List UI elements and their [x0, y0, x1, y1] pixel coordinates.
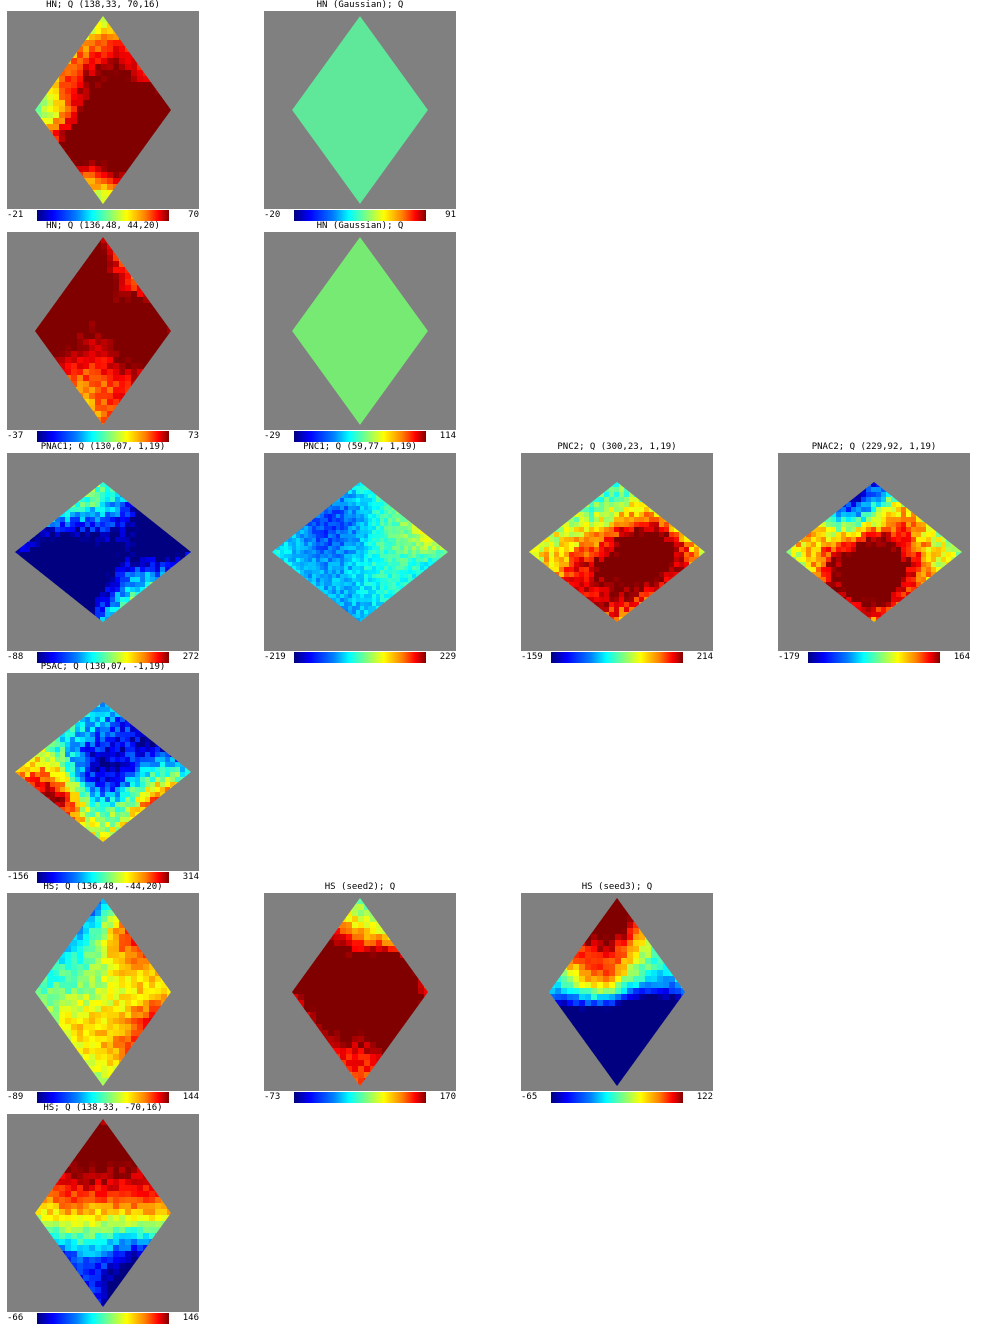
- map-panel: PNC1; Q (59,77, 1,19) -219 229: [264, 442, 456, 668]
- map-panel: PNAC1; Q (130,07, 1,19) -88 272: [7, 442, 199, 668]
- panel-title: HS (seed2); Q: [264, 882, 456, 893]
- map-field: [529, 482, 710, 623]
- colorbar-min-label: -179: [778, 651, 800, 664]
- map-panel: HS; Q (138,33, -70,16) -66 146: [7, 1103, 199, 1329]
- colorbar: -159 214: [521, 651, 713, 664]
- sky-map: [7, 1114, 199, 1312]
- colorbar-min-label: -219: [264, 651, 286, 664]
- map-panel: PNAC2; Q (229,92, 1,19) -179 164: [778, 442, 970, 668]
- colorbar-gradient: [37, 210, 169, 221]
- colorbar: -66 146: [7, 1312, 199, 1325]
- map-panel: HN (Gaussian); Q -20 91: [264, 0, 456, 226]
- map-field: [15, 482, 196, 623]
- sky-map: [7, 673, 199, 871]
- sky-map: [264, 453, 456, 651]
- colorbar: -179 164: [778, 651, 970, 664]
- colorbar-max-label: 122: [697, 1091, 713, 1104]
- panel-title: HS; Q (138,33, -70,16): [7, 1103, 199, 1114]
- panel-title: PNC2; Q (300,23, 1,19): [521, 442, 713, 453]
- map-field: [292, 898, 431, 1091]
- sky-map: [264, 893, 456, 1091]
- map-panel: HN; Q (136,48, 44,20) -37 73: [7, 221, 199, 447]
- panel-title: PNC1; Q (59,77, 1,19): [264, 442, 456, 453]
- colorbar-gradient: [808, 652, 940, 663]
- map-field: [549, 898, 688, 1091]
- map-field: [292, 16, 428, 204]
- panel-title: HS; Q (136,48, -44,20): [7, 882, 199, 893]
- colorbar-gradient: [294, 1092, 426, 1103]
- panel-title: PNAC1; Q (130,07, 1,19): [7, 442, 199, 453]
- map-field: [35, 16, 174, 209]
- sky-map: [521, 893, 713, 1091]
- colorbar-min-label: -65: [521, 1091, 537, 1104]
- map-panel: PNC2; Q (300,23, 1,19) -159 214: [521, 442, 713, 668]
- sky-map: [521, 453, 713, 651]
- panel-title: HN (Gaussian); Q: [264, 0, 456, 11]
- colorbar-gradient: [294, 431, 426, 442]
- colorbar-gradient: [551, 652, 683, 663]
- panel-title: HS (seed3); Q: [521, 882, 713, 893]
- sky-map: [7, 11, 199, 209]
- panel-title: PNAC2; Q (229,92, 1,19): [778, 442, 970, 453]
- sky-map: [7, 232, 199, 430]
- colorbar-gradient: [294, 652, 426, 663]
- panel-title: HN (Gaussian); Q: [264, 221, 456, 232]
- map-field: [35, 1119, 174, 1312]
- colorbar-min-label: -159: [521, 651, 543, 664]
- colorbar-min-label: -73: [264, 1091, 280, 1104]
- panel-title: HN; Q (136,48, 44,20): [7, 221, 199, 232]
- colorbar-gradient: [37, 431, 169, 442]
- sky-map: [264, 11, 456, 209]
- map-panel: HS (seed2); Q -73 170: [264, 882, 456, 1108]
- colorbar-max-label: 170: [440, 1091, 456, 1104]
- colorbar: -65 122: [521, 1091, 713, 1104]
- map-field: [35, 237, 174, 430]
- colorbar-min-label: -66: [7, 1312, 23, 1325]
- map-panel: HS (seed3); Q -65 122: [521, 882, 713, 1108]
- colorbar-gradient: [37, 1313, 169, 1324]
- colorbar-gradient: [37, 1092, 169, 1103]
- colorbar-max-label: 229: [440, 651, 456, 664]
- sky-map: [7, 893, 199, 1091]
- colorbar: -219 229: [264, 651, 456, 664]
- map-field: [786, 482, 967, 623]
- sky-map: [264, 232, 456, 430]
- colorbar-max-label: 164: [954, 651, 970, 664]
- sky-map: [7, 453, 199, 651]
- map-panel: HN (Gaussian); Q -29 114: [264, 221, 456, 447]
- colorbar-max-label: 146: [183, 1312, 199, 1325]
- map-panel: HN; Q (138,33, 70,16) -21 70: [7, 0, 199, 226]
- panel-title: HN; Q (138,33, 70,16): [7, 0, 199, 11]
- colorbar-gradient: [551, 1092, 683, 1103]
- colorbar-gradient: [294, 210, 426, 221]
- colorbar-max-label: 214: [697, 651, 713, 664]
- map-field: [272, 482, 449, 623]
- panel-title: PSAC; Q (130,07, -1,19): [7, 662, 199, 673]
- map-field: [35, 898, 174, 1091]
- map-panel: PSAC; Q (130,07, -1,19) -156 314: [7, 662, 199, 888]
- colorbar: -73 170: [264, 1091, 456, 1104]
- map-field: [15, 702, 196, 843]
- sky-map: [778, 453, 970, 651]
- map-field: [292, 237, 428, 425]
- map-panel: HS; Q (136,48, -44,20) -89 144: [7, 882, 199, 1108]
